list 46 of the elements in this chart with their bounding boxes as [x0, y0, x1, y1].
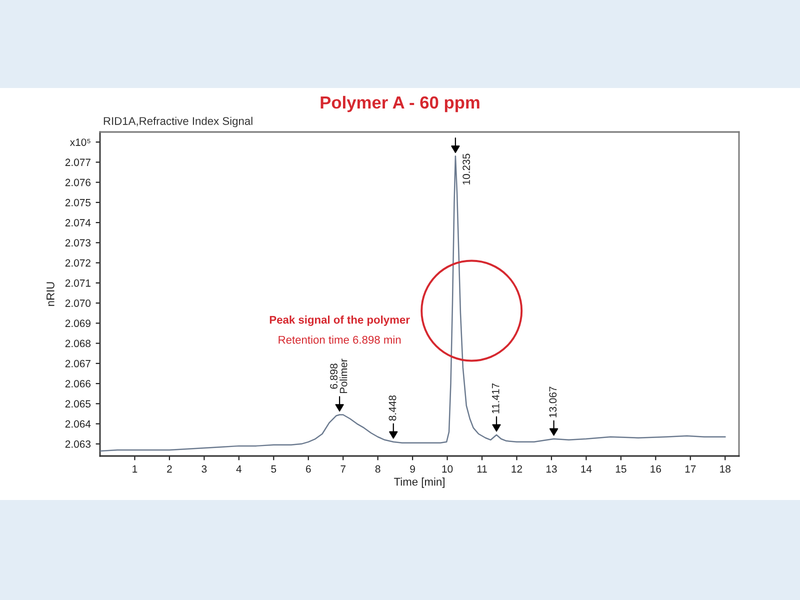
annotation: 6.898 Polimer — [330, 358, 348, 394]
x-axis-title: Time [min] — [394, 478, 444, 488]
x-tick-label: 5 — [271, 465, 276, 473]
y-tick-label: 2.066 — [65, 380, 91, 388]
x-tick-label: 10 — [442, 465, 453, 473]
y-tick-label: 2.065 — [65, 400, 91, 408]
line-series — [100, 156, 726, 452]
annotation: 11.417 — [492, 383, 500, 414]
y-tick-label: 2.075 — [65, 198, 91, 206]
y-tick-label: 2.073 — [65, 239, 91, 247]
x-tick-label: 4 — [236, 465, 242, 473]
x-tick-label: 14 — [581, 465, 592, 473]
annotation: 10.235 — [462, 154, 470, 184]
x-tick-label: 2 — [167, 465, 172, 473]
y-tick-label: 2.063 — [65, 440, 91, 448]
x-tick-label: 6 — [306, 465, 311, 473]
annotation: Peak signal of the polymer — [270, 316, 410, 326]
annotation: 8.448 — [388, 395, 396, 421]
y-tick-label: 2.076 — [65, 178, 91, 186]
y-tick-label: x10⁵ — [70, 138, 90, 146]
y-tick-label: 2.069 — [65, 320, 90, 328]
chart-title: Polymer A - 60 ppm — [320, 96, 480, 112]
x-tick-label: 17 — [685, 465, 696, 473]
chart-subtitle: RID1A,Refractive Index Signal — [104, 116, 252, 128]
y-tick-label: 2.064 — [65, 420, 91, 428]
x-tick-label: 1 — [132, 465, 138, 473]
x-tick-label: 13 — [546, 465, 557, 473]
y-tick-label: 2.072 — [65, 259, 90, 267]
y-tick-label: 2.070 — [65, 300, 91, 307]
y-tick-label: 2.071 — [65, 279, 90, 287]
x-tick-label: 16 — [650, 465, 661, 473]
annotation: 13.067 — [549, 386, 557, 418]
x-tick-label: 18 — [720, 465, 730, 473]
x-tick-label: 7 — [340, 465, 346, 473]
x-tick-label: 8 — [375, 465, 380, 473]
y-tick-label: 2.068 — [65, 340, 91, 348]
y-tick-label: 2.067 — [65, 360, 90, 368]
x-tick-label: 11 — [477, 465, 487, 473]
x-tick-label: 15 — [616, 465, 626, 473]
y-axis-title: nRIU — [46, 282, 54, 306]
annotation: Retention time 6.898 min — [278, 336, 401, 344]
x-tick-label: 12 — [512, 465, 522, 473]
x-tick-label: 3 — [202, 465, 207, 473]
x-tick-label: 9 — [410, 465, 415, 473]
y-tick-label: 2.074 — [65, 219, 91, 226]
y-tick-label: 2.077 — [65, 158, 90, 166]
